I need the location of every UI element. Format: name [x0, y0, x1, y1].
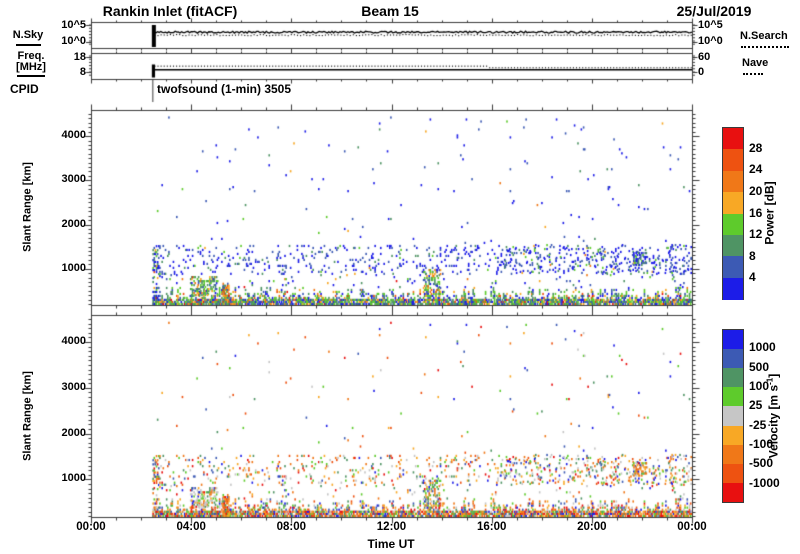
power-colorbar-segment: [723, 170, 743, 193]
velocity-colorbar-tick-label: -25: [749, 417, 767, 432]
nave-ytick-lo-right: 0: [698, 66, 705, 78]
freq-ytick-hi-left: 18: [73, 51, 86, 63]
cpid-label: CPID: [10, 82, 39, 96]
velocity-colorbar-tick-label: 500: [749, 359, 770, 374]
nave-ytick-hi-right: 60: [698, 51, 711, 63]
freq-label-line1: Freq.: [17, 50, 45, 62]
noise-ytick-hi-left: 10^5: [61, 19, 86, 31]
velocity-colorbar-tick-label: 1000: [749, 340, 776, 355]
time-tick-label: 00:00: [677, 521, 707, 533]
range-tick-label-power: 4000: [61, 129, 86, 142]
power-colorbar-tick-label: 4: [749, 270, 756, 285]
power-colorbar-tick-label: 24: [749, 162, 763, 177]
velocity-colorbar-segment: [723, 425, 743, 446]
time-tick-label: 04:00: [176, 521, 206, 533]
date-label: 25/Jul/2019: [676, 3, 752, 19]
velocity-colorbar-tick-label: 100: [749, 379, 770, 393]
noise-ytick-lo-right: 10^0: [698, 35, 723, 47]
velocity-colorbar-segment: [723, 406, 743, 427]
freq-label-line2: [MHz]: [16, 61, 46, 73]
beam-label: Beam 15: [361, 3, 419, 19]
velocity-colorbar-tick-label: -500: [749, 456, 774, 471]
power-colorbar-segment: [723, 192, 743, 214]
velocity-colorbar-segment: [723, 330, 743, 350]
range-tick-label-power: 2000: [61, 217, 86, 230]
power-colorbar-tick-label: 16: [749, 205, 763, 220]
range-tick-label-vel: 2000: [61, 426, 86, 439]
time-tick-label: 20:00: [577, 521, 607, 533]
power-colorbar-segment: [723, 277, 743, 300]
velocity-colorbar-tick-label: -100: [749, 437, 774, 451]
nsky-label: N.Sky: [12, 29, 44, 41]
velocity-colorbar-segment: [723, 368, 743, 388]
velocity-colorbar-tick-label: 25: [749, 398, 763, 413]
range-tick-label-vel: 4000: [61, 335, 86, 348]
velocity-colorbar: [722, 329, 744, 503]
power-colorbar-segment: [723, 256, 743, 279]
freq-ytick-lo-left: 8: [79, 66, 86, 78]
nave-label: Nave: [742, 57, 769, 69]
power-colorbar-label: Power [dB]: [762, 181, 777, 245]
noise-ytick-hi-right: 10^5: [698, 19, 723, 31]
velocity-colorbar-segment: [723, 482, 743, 503]
velocity-colorbar-segment: [723, 387, 743, 407]
power-colorbar: [722, 127, 744, 300]
range-tick-label-vel: 1000: [61, 472, 86, 485]
power-colorbar-tick-label: 28: [749, 140, 763, 155]
velocity-colorbar-segment: [723, 349, 743, 369]
nsearch-label: N.Search: [740, 30, 788, 42]
power-colorbar-tick-label: 8: [749, 248, 756, 263]
velocity-colorbar-segment: [723, 463, 743, 484]
range-tick-label-power: 1000: [61, 261, 86, 274]
power-colorbar-tick-label: 20: [749, 183, 763, 198]
freq-line-sample: [17, 75, 45, 77]
nsky-line-sample: [16, 44, 41, 46]
velocity-colorbar-segment: [723, 444, 743, 465]
time-tick-label: 08:00: [276, 521, 307, 533]
power-colorbar-segment: [723, 213, 743, 236]
power-colorbar-tick-label: 12: [749, 227, 763, 242]
power-colorbar-segment: [723, 149, 743, 172]
noise-ytick-lo-left: 10^0: [61, 35, 86, 47]
velocity-colorbar-tick-label: -1000: [749, 475, 780, 490]
time-tick-label: 16:00: [476, 521, 507, 533]
time-tick-label: 00:00: [76, 521, 106, 533]
plot-title: Rankin Inlet (fitACF): [102, 3, 238, 19]
power-colorbar-segment: [723, 128, 743, 150]
power-colorbar-segment: [723, 234, 743, 257]
time-tick-label: 12:00: [376, 521, 407, 533]
nsearch-line-sample: [741, 46, 789, 48]
range-tick-label-vel: 3000: [61, 380, 86, 393]
nave-line-sample: [743, 73, 763, 75]
range-tick-label-power: 3000: [61, 173, 86, 186]
time-axis-label: Time UT: [367, 537, 415, 551]
cpid-value: twofsound (1-min) 3505: [157, 82, 292, 96]
slant-range-label-power: Slant Range [km]: [21, 162, 34, 252]
slant-range-label-velocity: Slant Range [km]: [21, 371, 34, 461]
